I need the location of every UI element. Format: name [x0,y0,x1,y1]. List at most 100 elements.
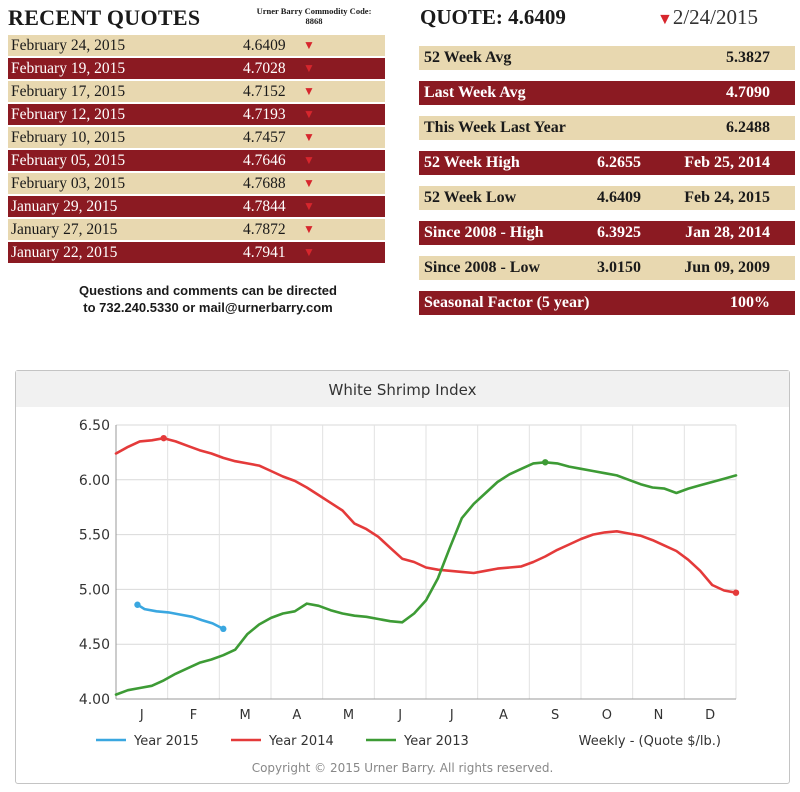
series-marker-year-2014 [160,434,167,442]
stat-label: Since 2008 - High [424,224,544,241]
x-tick-label: N [654,708,664,723]
stat-value: 100% [730,294,770,311]
quote-date-value: 2/24/2015 [672,5,759,29]
series-marker-year-2015 [220,625,227,633]
recent-quotes-title: RECENT QUOTES [8,5,201,30]
y-tick-label: 6.00 [79,473,110,489]
x-tick-label: M [343,708,354,723]
stat-value: 6.3925 [597,224,641,241]
stat-date: Feb 25, 2014 [684,154,770,171]
quote-value: 4.7872 [243,220,286,238]
quote-date: January 22, 2015 [11,243,118,261]
stat-label: Since 2008 - Low [424,259,540,276]
stat-row-52-week-avg: 52 Week Avg 5.3827 [419,46,795,70]
quote-value: 4.7941 [243,243,286,261]
stat-row-52-week-high: 52 Week High 6.2655 Feb 25, 2014 [419,151,795,175]
contact-line-1: Questions and comments can be directed [79,283,337,298]
stat-row-since-2008-low: Since 2008 - Low 3.0150 Jun 09, 2009 [419,256,795,280]
quote-value: 4.7152 [243,82,286,100]
x-tick-label: O [602,708,612,723]
down-arrow-icon: ▼ [303,245,315,259]
stat-value: 6.2488 [726,119,770,136]
white-shrimp-chart: White Shrimp Index 4.00 4.50 5.00 5.50 6.00 6.… [15,370,790,784]
quote-date: February 05, 2015 [11,151,126,169]
stat-row-since-2008-high: Since 2008 - High 6.3925 Jan 28, 2014 [419,221,795,245]
quote-row: February 10, 2015 4.7457 ▼ [8,127,385,148]
stat-label: Seasonal Factor (5 year) [424,294,590,311]
quote-row: January 29, 2015 4.7844 ▼ [8,196,385,217]
quote-heading: QUOTE: 4.6409 [420,5,566,29]
stat-label: 52 Week High [424,154,520,171]
down-arrow-icon: ▼ [303,38,315,52]
quote-row: February 24, 2015 4.6409 ▼ [8,35,385,56]
commodity-code-label: Urner Barry Commodity Code: [256,6,372,16]
commodity-code-value: 8868 [305,16,323,26]
stat-value: 5.3827 [726,49,770,66]
x-tick-label: D [705,708,715,723]
y-tick-label: 4.50 [79,637,110,653]
x-tick-label: A [499,708,508,723]
x-tick-label: M [240,708,251,723]
stat-label: Last Week Avg [424,84,526,101]
quote-date-header: ▼2/24/2015 [657,5,758,30]
x-tick-label: J [449,708,454,723]
contact-line-2: to 732.240.5330 or mail@urnerbarry.com [83,300,333,315]
quote-row: February 17, 2015 4.7152 ▼ [8,81,385,102]
quote-value: 4.7193 [243,105,286,123]
quote-value: 4.7844 [243,197,286,215]
series-marker-year-2013 [542,459,549,466]
stat-label: 52 Week Avg [424,49,512,66]
quote-value: 4.7646 [243,151,286,169]
x-axis-label: Weekly - (Quote $/lb.) [579,734,721,749]
chart-title: White Shrimp Index [329,381,477,399]
y-tick-label: 5.00 [79,582,110,598]
legend-label: Year 2014 [268,734,334,749]
copyright-text: Copyright © 2015 Urner Barry. All rights… [252,761,554,775]
quote-date: January 27, 2015 [11,220,118,238]
quote-date: February 10, 2015 [11,128,126,146]
series-line-year-2013 [114,461,738,696]
down-arrow-icon: ▼ [303,61,315,75]
quote-value: 4.7028 [243,59,286,77]
x-tick-label: F [190,708,197,723]
y-tick-label: 5.50 [79,528,110,544]
commodity-code: Urner Barry Commodity Code: 8868 [238,6,390,26]
quote-row: February 05, 2015 4.7646 ▼ [8,150,385,171]
stat-label: 52 Week Low [424,189,517,206]
quote-row: February 19, 2015 4.7028 ▼ [8,58,385,79]
series-line-year-2014 [114,436,738,594]
legend-label: Year 2013 [403,734,469,749]
down-arrow-icon: ▼ [303,84,315,98]
series-marker-year-2015 [134,601,141,608]
stat-value: 4.7090 [726,84,770,101]
stat-row-last-week-avg: Last Week Avg 4.7090 [419,81,795,105]
quote-value: 4.6409 [243,36,286,54]
quote-value: 4.7688 [243,174,286,192]
quote-row: January 27, 2015 4.7872 ▼ [8,219,385,240]
y-tick-label: 4.00 [79,692,110,708]
quote-value: 4.7457 [243,128,286,146]
stat-date: Jan 28, 2014 [685,224,770,241]
down-arrow-icon: ▼ [303,130,315,144]
stat-row-seasonal-factor: Seasonal Factor (5 year) 100% [419,291,795,315]
stat-value: 3.0150 [597,259,641,276]
quote-date: February 17, 2015 [11,82,126,100]
chart-canvas: White Shrimp Index 4.00 4.50 5.00 5.50 6.00 6.… [16,371,789,775]
legend-label: Year 2015 [133,734,199,749]
down-arrow-icon: ▼ [303,176,315,190]
quote-date: February 24, 2015 [11,36,126,54]
stat-date: Feb 24, 2015 [684,189,770,206]
chart-header-band [16,371,789,407]
quote-date: February 03, 2015 [11,174,126,192]
quote-date: February 12, 2015 [11,105,126,123]
down-arrow-icon: ▼ [303,222,315,236]
y-tick-label: 6.50 [79,418,110,434]
quote-stats-list: 52 Week Avg 5.3827 Last Week Avg 4.7090 Th… [419,46,795,326]
down-arrow-icon: ▼ [303,199,315,213]
quote-row: February 03, 2015 4.7688 ▼ [8,173,385,194]
stat-date: Jun 09, 2009 [684,259,770,276]
x-tick-label: J [139,708,144,723]
down-arrow-icon: ▼ [657,11,673,28]
stat-value: 6.2655 [597,154,641,171]
series-line-year-2015 [136,603,225,631]
